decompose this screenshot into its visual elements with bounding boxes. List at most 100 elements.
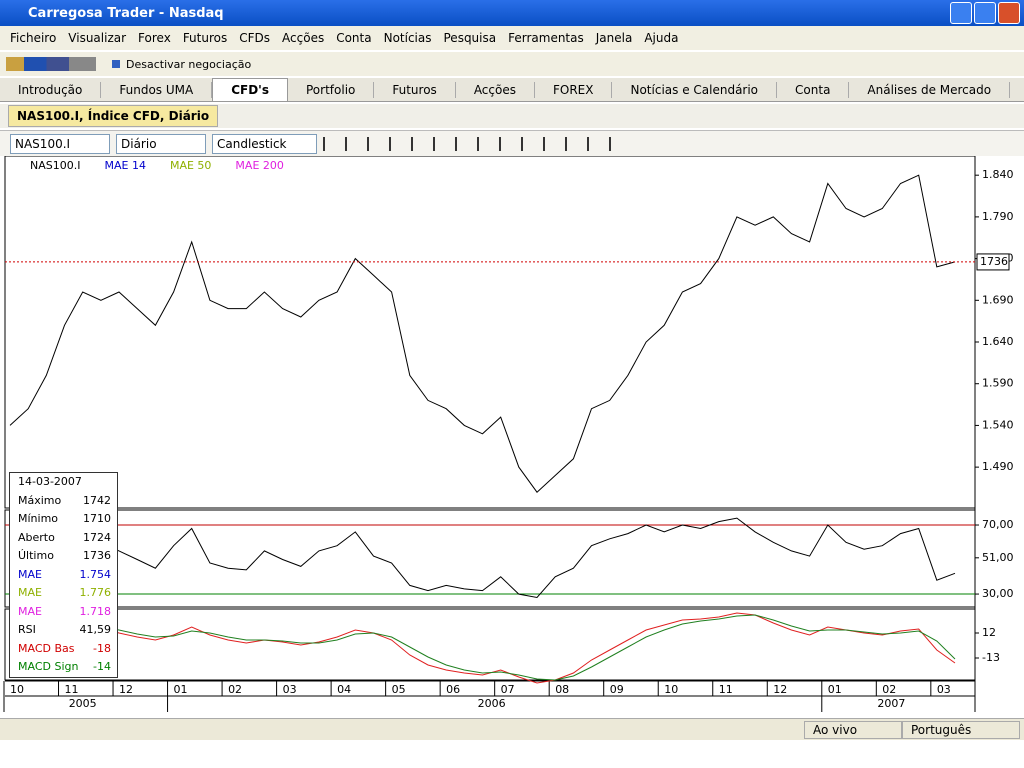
x-tick-label: 06 [446, 683, 460, 696]
menu-item[interactable]: CFDs [233, 31, 276, 45]
tab[interactable]: CFD's [212, 78, 288, 102]
menu-item[interactable]: Visualizar [62, 31, 132, 45]
info-label: MACD Sign [18, 660, 78, 675]
year-label: 2007 [877, 697, 905, 710]
legend-entry: MAE 50 [170, 159, 211, 172]
x-tick-label: 03 [283, 683, 297, 696]
info-row: MAE1.718 [10, 603, 117, 622]
chart-tab-bar: NAS100.I, Índice CFD, Diário [0, 104, 1024, 128]
info-label: MACD Bas [18, 642, 75, 657]
menu-item[interactable]: Forex [132, 31, 177, 45]
status-mode: Ao vivo [804, 721, 902, 739]
info-value: 1742 [83, 494, 111, 509]
toolbar-icons [6, 57, 96, 71]
tab[interactable]: Acções [456, 82, 535, 98]
info-value: 1.754 [80, 568, 112, 583]
data-line [10, 518, 955, 597]
y-tick-label: 1.790 [982, 210, 1014, 223]
x-tick-label: 11 [65, 683, 79, 696]
y-tick-label: 1.840 [982, 168, 1014, 181]
panel-frame [5, 609, 975, 680]
tab[interactable]: Notícias e Calendário [612, 82, 777, 98]
legend-entry: MAE 200 [235, 159, 283, 172]
tab[interactable]: FOREX [535, 82, 613, 98]
chart-area: NAS100.I MAE 14 MAE 50 MAE 200 1.490 1.540 1.5… [0, 156, 1024, 718]
x-tick-label: 02 [882, 683, 896, 696]
info-row: MACD Sign -14 [10, 658, 117, 677]
info-value: 41,59 [80, 623, 112, 638]
x-tick-label: 08 [555, 683, 569, 696]
info-label: MAE [18, 568, 42, 583]
info-label: Mínimo [18, 512, 58, 527]
info-value: -14 [93, 660, 111, 675]
title-bar: Carregosa Trader - Nasdaq [0, 0, 1024, 26]
info-row: Aberto1724 [10, 529, 117, 548]
tab[interactable]: Portfolio [288, 82, 374, 98]
window-buttons [950, 2, 1024, 24]
toggle-trading[interactable]: Desactivar negociação [126, 58, 251, 71]
style-select[interactable]: Candlestick [212, 134, 317, 154]
y-tick-label: 1.590 [982, 377, 1014, 390]
symbol-select[interactable]: NAS100.I [10, 134, 110, 154]
x-tick-label: 10 [664, 683, 678, 696]
info-row: Mínimo 1710 [10, 510, 117, 529]
info-date: 14-03-2007 [18, 475, 82, 490]
info-value: 1710 [83, 512, 111, 527]
close[interactable] [998, 2, 1020, 24]
tab-bar: IntroduçãoFundos UMACFD'sPortfolioFuturo… [0, 78, 1024, 102]
tab[interactable]: Introdução [0, 82, 101, 98]
x-tick-label: 02 [228, 683, 242, 696]
menu-item[interactable]: Ficheiro [4, 31, 62, 45]
toolbar: Desactivar negociação [0, 52, 1024, 76]
chart-toolbar: NAS100.I Diário Candlestick [0, 130, 1024, 156]
tab[interactable]: Fundos UMA [101, 82, 212, 98]
menu-item[interactable]: Janela [590, 31, 639, 45]
toggle-icon [112, 60, 120, 68]
window-title: Carregosa Trader - Nasdaq [28, 6, 224, 21]
panel-frame [5, 156, 975, 508]
period-select[interactable]: Diário [116, 134, 206, 154]
tab[interactable]: Conta [777, 82, 849, 98]
x-tick-label: 04 [337, 683, 351, 696]
info-row: MAE 1.754 [10, 566, 117, 585]
menu-item[interactable]: Pesquisa [438, 31, 503, 45]
chart-tab[interactable]: NAS100.I, Índice CFD, Diário [8, 105, 218, 127]
drawing-tools [323, 137, 623, 151]
y-tick-label: 51,00 [982, 551, 1014, 564]
y-tick-label: 1.640 [982, 335, 1014, 348]
info-label: MAE [18, 586, 42, 601]
x-tick-label: 09 [610, 683, 624, 696]
y-tick-label: 70,00 [982, 518, 1014, 531]
legend-entry: MAE 14 [104, 159, 145, 172]
info-value: -18 [93, 642, 111, 657]
year-label: 2005 [69, 697, 97, 710]
menu-item[interactable]: Ajuda [638, 31, 684, 45]
data-line [10, 615, 955, 680]
menu-item[interactable]: Conta [330, 31, 377, 45]
info-label: MAE [18, 605, 42, 620]
menu-item[interactable]: Notícias [378, 31, 438, 45]
x-tick-label: 10 [10, 683, 24, 696]
info-row: MAE1.776 [10, 584, 117, 603]
menu-item[interactable]: Ferramentas [502, 31, 590, 45]
maximize[interactable] [974, 2, 996, 24]
tab[interactable]: Futuros [374, 82, 455, 98]
x-tick-label: 11 [719, 683, 733, 696]
info-label: Aberto [18, 531, 55, 546]
info-label: Máximo [18, 494, 61, 509]
y-tick-label: 1.540 [982, 418, 1014, 431]
info-row: Último1736 [10, 547, 117, 566]
menu-item[interactable]: Acções [276, 31, 330, 45]
info-row: 14-03-2007 [10, 473, 117, 492]
tab[interactable]: Análises de Mercado [849, 82, 1010, 98]
x-tick-label: 01 [174, 683, 188, 696]
info-row: Máximo 1742 [10, 492, 117, 511]
info-value: 1736 [83, 549, 111, 564]
year-label: 2006 [478, 697, 506, 710]
info-row: MACD Bas -18 [10, 640, 117, 659]
menu-item[interactable]: Futuros [177, 31, 233, 45]
y-tick-label: 1.490 [982, 460, 1014, 473]
minimize[interactable] [950, 2, 972, 24]
legend-entry: NAS100.I [30, 159, 80, 172]
